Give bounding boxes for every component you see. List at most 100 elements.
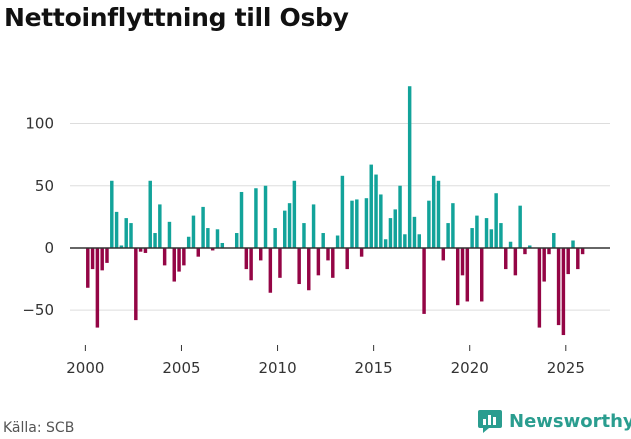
bar [110, 181, 113, 248]
bar [379, 194, 382, 248]
bar [389, 218, 392, 248]
bar [523, 248, 526, 254]
bar [437, 181, 440, 248]
bar [249, 248, 252, 280]
bar [331, 248, 334, 278]
bar [442, 248, 445, 260]
y-tick-label: 0 [44, 239, 54, 257]
bar [360, 248, 363, 257]
bar [158, 204, 161, 248]
bar [422, 248, 425, 314]
bar [466, 248, 469, 302]
bar [240, 192, 243, 248]
bar [149, 181, 152, 248]
bar [427, 201, 430, 248]
bar [168, 222, 171, 248]
y-tick-label: −50 [22, 301, 54, 319]
newsworthy-wordmark: Newsworthy [509, 411, 631, 432]
bar [216, 229, 219, 248]
bar [345, 248, 348, 269]
bar [403, 234, 406, 248]
bar [514, 248, 517, 275]
bar [509, 242, 512, 248]
bar [432, 176, 435, 248]
bar [321, 233, 324, 248]
bar [297, 248, 300, 284]
newsworthy-logo-icon [477, 408, 503, 434]
bar [365, 198, 368, 248]
y-tick-label: 100 [25, 115, 54, 133]
bar [96, 248, 99, 328]
bar [470, 228, 473, 248]
bar [163, 248, 166, 265]
bar [153, 233, 156, 248]
bar [485, 218, 488, 248]
bar [408, 86, 411, 248]
bar [283, 211, 286, 248]
bar [336, 236, 339, 248]
bar [105, 248, 108, 263]
bar [273, 228, 276, 248]
bar [293, 181, 296, 248]
bar [480, 248, 483, 302]
bar [317, 248, 320, 275]
bar [418, 234, 421, 248]
bar [197, 248, 200, 257]
bar [350, 201, 353, 248]
newsworthy-brand[interactable]: Newsworthy [477, 408, 631, 434]
bar [129, 223, 132, 248]
bar [374, 175, 377, 248]
bar [499, 223, 502, 248]
x-tick-label: 2005 [162, 359, 200, 377]
bar [446, 223, 449, 248]
bar-chart: −50 0 50 100 2000 2005 2010 2015 2020 2025 [0, 0, 631, 400]
bar [302, 223, 305, 248]
bar [504, 248, 507, 269]
bar [134, 248, 137, 320]
bar [552, 233, 555, 248]
bar [312, 204, 315, 248]
source-note: Källa: SCB [3, 420, 74, 436]
bar [259, 248, 262, 260]
bar [288, 203, 291, 248]
bar [124, 218, 127, 248]
bar [547, 248, 550, 254]
bar [326, 248, 329, 260]
bar [245, 248, 248, 269]
bar [566, 248, 569, 274]
bar [538, 248, 541, 328]
bar [91, 248, 94, 269]
bar [177, 248, 180, 272]
bar [307, 248, 310, 290]
bar [100, 248, 103, 270]
bar [542, 248, 545, 282]
bar [173, 248, 176, 282]
bar [398, 186, 401, 248]
bar [115, 212, 118, 248]
bar [235, 233, 238, 248]
bar [518, 206, 521, 248]
bar [355, 199, 358, 248]
bar [182, 248, 185, 265]
bar [461, 248, 464, 275]
bar [557, 248, 560, 325]
bar [201, 207, 204, 248]
bar [413, 217, 416, 248]
bar [187, 237, 190, 248]
x-tick-label: 2015 [355, 359, 393, 377]
bar [456, 248, 459, 305]
bar [269, 248, 272, 293]
bar [475, 216, 478, 248]
bar [581, 248, 584, 254]
x-axis-tick-labels: 2000 2005 2010 2015 2020 2025 [66, 345, 585, 377]
bar [341, 176, 344, 248]
y-tick-label: 50 [35, 177, 54, 195]
bar [394, 209, 397, 248]
bar [192, 216, 195, 248]
bar [562, 248, 565, 335]
bar [264, 186, 267, 248]
x-tick-label: 2010 [258, 359, 296, 377]
bar [86, 248, 89, 288]
bar [206, 228, 209, 248]
bar [254, 188, 257, 248]
